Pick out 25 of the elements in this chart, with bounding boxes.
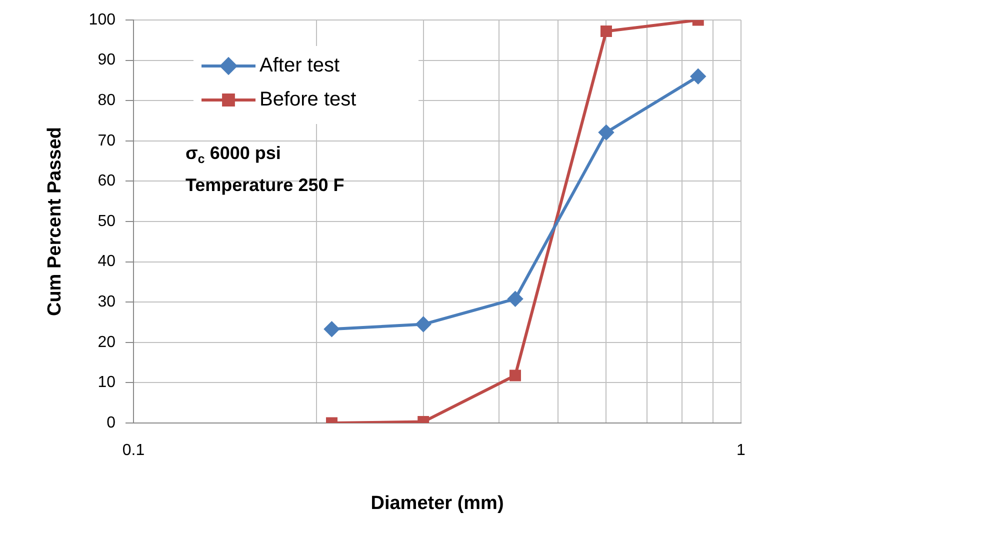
x-axis-title: Diameter (mm) <box>370 492 504 514</box>
legend-label: Before test <box>259 88 357 111</box>
point <box>598 124 614 140</box>
y-tick-label: 30 <box>98 294 116 311</box>
point <box>600 26 612 38</box>
y-tick-label: 90 <box>98 52 116 69</box>
point <box>510 370 521 382</box>
y-tick-label: 20 <box>98 334 116 351</box>
y-tick-label: 80 <box>98 92 116 110</box>
y-axis-title: Cum Percent Passed <box>44 126 66 316</box>
point <box>690 68 706 84</box>
x-tick-label: 1 <box>736 442 746 460</box>
y-tick-label: 50 <box>98 212 116 230</box>
legend-label: After test <box>259 54 340 77</box>
y-tick-label: 40 <box>98 253 116 270</box>
point <box>416 316 431 332</box>
point <box>324 322 340 337</box>
y-tick-label: 70 <box>98 132 116 150</box>
x-tick-label: 0.1 <box>122 442 145 460</box>
y-tick-label: 10 <box>98 374 116 392</box>
y-tick-label: 0 <box>106 414 116 432</box>
y-tick-label: 100 <box>88 11 116 28</box>
point <box>508 291 523 306</box>
annotation: Temperature 250 F <box>185 174 344 195</box>
y-tick-label: 60 <box>98 172 116 190</box>
